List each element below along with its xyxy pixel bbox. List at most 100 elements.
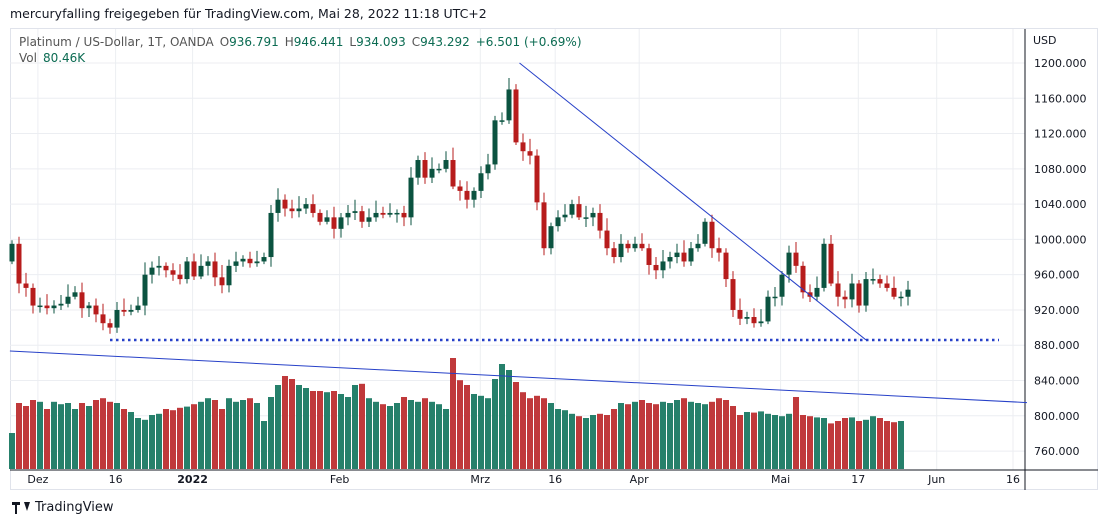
candle-body [317, 212, 323, 222]
candle-body [786, 252, 792, 275]
volume-bar [730, 406, 736, 469]
volume-bar [135, 418, 141, 469]
volume-bar [709, 401, 715, 469]
candle-body [65, 296, 71, 304]
candle-body [807, 292, 813, 297]
candle-body [814, 287, 820, 297]
volume-bar [807, 416, 813, 469]
volume-bar [786, 413, 792, 469]
volume-bar [394, 403, 400, 469]
volume-bar [457, 380, 463, 469]
volume-bar [653, 404, 659, 469]
volume-bar [65, 403, 71, 469]
volume-bar [93, 400, 99, 469]
candle-body [660, 261, 666, 271]
volume-bar [373, 401, 379, 469]
volume-bar [184, 406, 190, 469]
candle-body [107, 323, 113, 328]
volume-bar [380, 404, 386, 469]
candle-body [415, 160, 421, 178]
price-tick-label: 1000.000 [1034, 233, 1087, 246]
volume-bar [408, 400, 414, 469]
volume-bar [548, 403, 554, 469]
candle-body [877, 279, 883, 284]
chart-legend: Platinum / US-Dollar, 1T, OANDA O936.791 H… [19, 35, 582, 65]
brand-name: TradingView [35, 500, 114, 515]
volume-bar [898, 421, 904, 469]
candle-body [380, 212, 386, 215]
volume-bar [590, 415, 596, 469]
symbol-name[interactable]: Platinum / US-Dollar, 1T, OANDA [19, 35, 214, 49]
close-value: 943.292 [420, 35, 470, 49]
volume-bar [716, 398, 722, 469]
volume-bar [877, 418, 883, 469]
candle-body [534, 155, 540, 203]
volume-bar [254, 403, 260, 469]
volume-bar [226, 398, 232, 469]
candle-body [436, 168, 442, 171]
volume-bar [688, 401, 694, 469]
candle-body [191, 261, 197, 277]
volume-bar [422, 398, 428, 469]
candle-body [72, 292, 78, 297]
volume-bar [618, 403, 624, 469]
time-tick-label: Jun [927, 473, 945, 486]
candle-body [520, 142, 526, 152]
high-value: 946.441 [293, 35, 344, 49]
volume-bar [849, 417, 855, 469]
low-value: 934.093 [356, 35, 406, 49]
volume-bar [240, 400, 246, 469]
candle-body [639, 243, 645, 249]
volume-bar [317, 391, 323, 469]
volume-bar [149, 415, 155, 469]
candle-body [464, 190, 470, 200]
candle-body [254, 261, 260, 264]
price-tick-label: 920.000 [1034, 304, 1080, 317]
candle-body [170, 270, 176, 275]
candle-body [674, 252, 680, 258]
volume-bar [835, 421, 841, 469]
candle-body [23, 283, 29, 288]
tradingview-logo[interactable]: TradingView [12, 500, 114, 515]
candle-body [527, 151, 533, 156]
volume-bar [828, 423, 834, 469]
candle-body [905, 289, 911, 297]
price-tick-label: 800.000 [1034, 410, 1080, 423]
volume-bar [562, 410, 568, 469]
candle-body [93, 305, 99, 315]
volume-bar [793, 397, 799, 469]
volume-bar [870, 416, 876, 469]
candle-body [506, 89, 512, 121]
volume-bar [415, 401, 421, 469]
volume-bar [212, 400, 218, 469]
share-caption: mercuryfalling freigegeben für TradingVi… [10, 6, 487, 21]
volume-bar [597, 413, 603, 469]
candle-body [289, 208, 295, 212]
volume-bar [198, 401, 204, 469]
volume-bar [884, 421, 890, 469]
candle-body [856, 283, 862, 306]
candle-body [548, 226, 554, 249]
volume-bar [534, 395, 540, 469]
volume-bar [639, 400, 645, 469]
candle-body [478, 173, 484, 191]
volume-bar [51, 401, 57, 469]
candle-body [723, 252, 729, 280]
volume-bar [555, 409, 561, 469]
candle-body [268, 212, 274, 258]
candle-body [716, 248, 722, 253]
price-tick-label: 1200.000 [1034, 57, 1087, 70]
volume-bar [611, 409, 617, 469]
candle-body [16, 243, 22, 284]
volume-bar [464, 385, 470, 469]
volume-bar [261, 421, 267, 469]
candle-body [261, 257, 267, 262]
trendline [519, 62, 867, 341]
candle-body [471, 190, 477, 200]
candle-body [513, 89, 519, 143]
volume-bar [723, 400, 729, 469]
volume-bar [345, 397, 351, 469]
candle-body [310, 204, 316, 213]
time-tick-label: Apr [630, 473, 650, 486]
